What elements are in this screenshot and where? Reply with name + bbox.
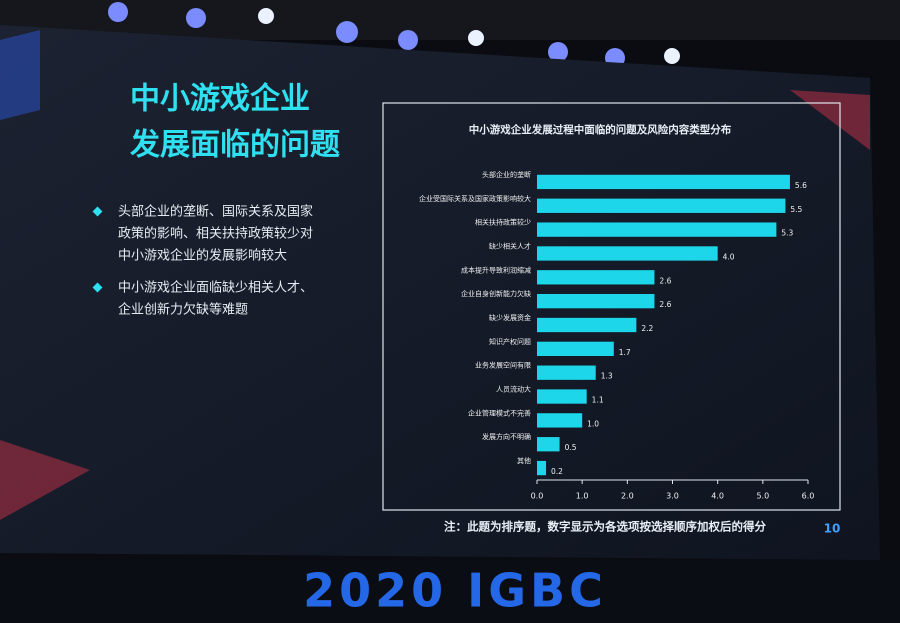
- y-tick-label: 业务发展空间有限: [475, 361, 531, 370]
- bar: [537, 198, 786, 213]
- y-tick-label: 其他: [517, 456, 531, 465]
- x-tick-label: 2.0: [621, 492, 634, 501]
- value-label: 0.2: [551, 467, 563, 476]
- bar: [537, 413, 583, 428]
- bar: [537, 341, 614, 356]
- value-label: 5.6: [795, 181, 807, 190]
- bar: [537, 437, 560, 452]
- value-label: 2.6: [659, 300, 671, 309]
- value-label: 5.5: [790, 205, 802, 214]
- bar: [537, 389, 587, 404]
- value-label: 1.1: [592, 396, 604, 405]
- banner: 2020 IGBC: [303, 564, 607, 618]
- chart: 0.0 1.0 2.0 3.0 4.0 5.0 6.0 头部企业的垄断 5.6 企业受国际关系及国…: [419, 170, 814, 501]
- ceiling: [0, 0, 900, 40]
- x-tick-label: 6.0: [802, 492, 815, 501]
- y-tick-label: 企业自身创新能力欠缺: [461, 289, 531, 298]
- bar: [537, 365, 596, 380]
- value-label: 2.2: [641, 324, 653, 333]
- x-tick-label: 1.0: [576, 492, 589, 501]
- slide-title: 发展面临的问题: [129, 128, 340, 163]
- bullet-text: 企业创新力欠缺等难题: [118, 302, 248, 318]
- x-tick-label: 0.0: [531, 492, 544, 501]
- chart-frame: [382, 102, 841, 511]
- page-number: 10: [824, 522, 841, 536]
- slide-title: 中小游戏企业: [130, 82, 310, 117]
- y-tick-label: 缺少发展资金: [489, 313, 531, 322]
- bar: [537, 460, 547, 476]
- stage-lights: [108, 2, 680, 68]
- decor: [0, 30, 40, 120]
- bar: [537, 270, 655, 285]
- decor: [790, 90, 870, 150]
- bar: [537, 222, 777, 237]
- y-tick-label: 知识产权问题: [489, 337, 531, 346]
- bar: [537, 246, 718, 261]
- bullet-text: 头部企业的垄断、国际关系及国家: [118, 204, 313, 220]
- value-label: 1.3: [601, 372, 613, 381]
- y-tick-label: 成本提升导致利润缩减: [461, 265, 531, 274]
- value-label: 2.6: [659, 276, 671, 285]
- bar: [537, 294, 655, 309]
- screen: [0, 25, 880, 560]
- bullet-marker: [92, 206, 103, 217]
- value-label: 1.0: [587, 419, 599, 428]
- x-tick-label: 3.0: [666, 492, 679, 501]
- x-tick-label: 5.0: [756, 492, 769, 501]
- x-tick-label: 4.0: [711, 492, 724, 501]
- note: 注：此题为排序题，数字显示为各选项按选择顺序加权后的得分: [444, 520, 766, 534]
- bullet-text: 政策的影响、相关扶持政策较少对: [118, 226, 313, 242]
- y-tick-label: 企业管理模式不完善: [468, 408, 531, 417]
- y-tick-label: 企业受国际关系及国家政策影响较大: [419, 194, 531, 203]
- chart-title: 中小游戏企业发展过程中面临的问题及风险内容类型分布: [469, 123, 732, 136]
- y-tick-label: 发展方向不明确: [482, 432, 531, 441]
- y-tick-label: 缺少相关人才: [489, 241, 531, 250]
- value-label: 0.5: [565, 443, 577, 452]
- value-label: 4.0: [723, 252, 735, 261]
- stage-front: [0, 560, 900, 623]
- bar: [537, 174, 790, 190]
- bar: [537, 317, 637, 333]
- bullet-list: 头部企业的垄断、国际关系及国家政策的影响、相关扶持政策较少对中小游戏企业的发展影…: [92, 204, 313, 318]
- value-label: 1.7: [619, 348, 631, 357]
- bullet-text: 中小游戏企业面临缺少相关人才、: [118, 280, 313, 296]
- bullet-text: 中小游戏企业的发展影响较大: [118, 248, 287, 264]
- value-label: 5.3: [781, 229, 793, 238]
- y-tick-label: 相关扶持政策较少: [475, 218, 531, 227]
- y-tick-label: 头部企业的垄断: [482, 170, 531, 179]
- decor: [0, 440, 90, 520]
- y-tick-label: 人员流动大: [496, 385, 531, 394]
